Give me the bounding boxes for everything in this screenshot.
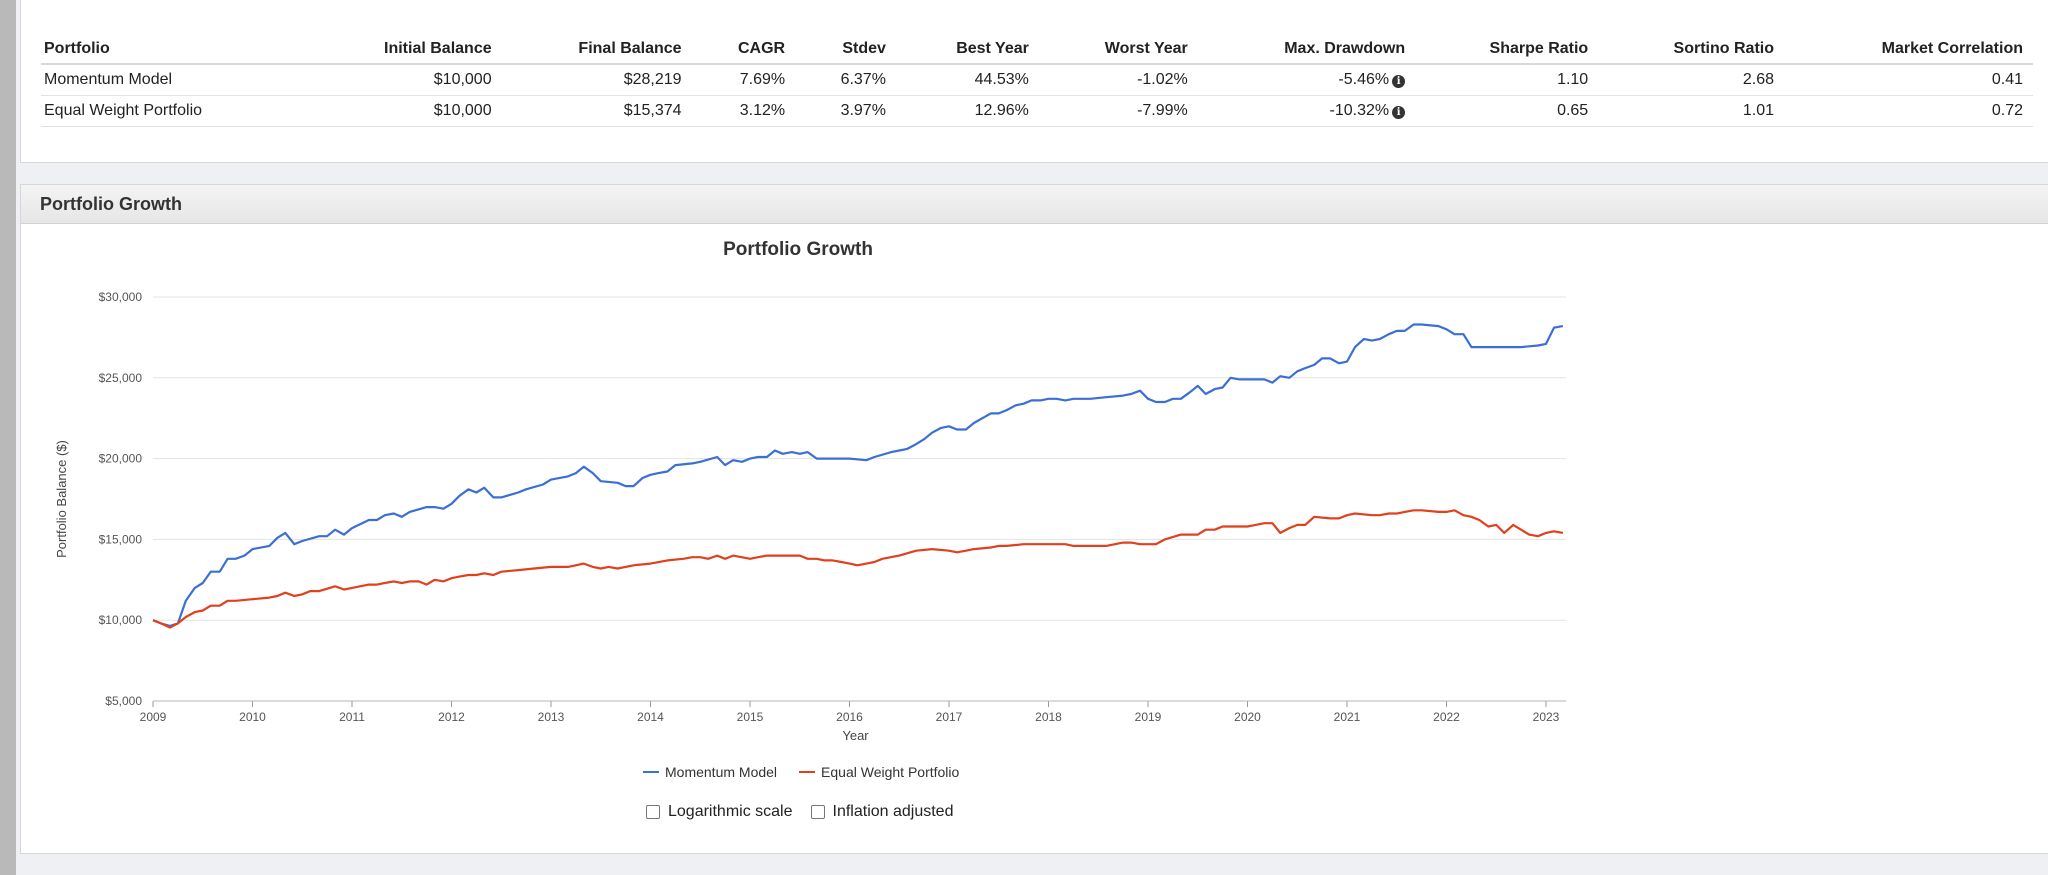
panel-header-title: Portfolio Growth (21, 185, 2048, 224)
x-axis-label: Year (842, 728, 869, 743)
col-header-max-drawdown[interactable]: Max. Drawdown (1197, 34, 1416, 65)
x-tick-label: 2009 (140, 710, 167, 724)
performance-summary-panel: Portfolio Initial Balance Final Balance … (20, 0, 2048, 163)
cell-best-year: 44.53% (895, 64, 1039, 96)
col-header-cagr[interactable]: CAGR (691, 34, 796, 65)
cell-worst-year: -7.99% (1038, 95, 1198, 127)
col-header-initial-balance[interactable]: Initial Balance (304, 34, 502, 65)
cell-stdev: 6.37% (795, 64, 896, 96)
x-tick-label: 2015 (737, 710, 764, 724)
x-tick-label: 2016 (836, 710, 863, 724)
cell-stdev: 3.97% (795, 95, 896, 127)
x-tick-label: 2023 (1533, 710, 1560, 724)
cell-portfolio-name: Equal Weight Portfolio (41, 95, 305, 127)
left-gutter (0, 0, 16, 875)
chart-options: Logarithmic scale Inflation adjusted (646, 803, 953, 821)
table-row: Equal Weight Portfolio $10,000 $15,374 3… (41, 95, 2033, 127)
cell-max-drawdown: -5.46% i (1197, 64, 1416, 96)
cell-market-correlation: 0.72 (1783, 95, 2033, 127)
col-header-sortino-ratio[interactable]: Sortino Ratio (1598, 34, 1784, 65)
col-header-final-balance[interactable]: Final Balance (501, 34, 692, 65)
cell-cagr: 3.12% (691, 95, 796, 127)
x-tick-label: 2020 (1234, 710, 1261, 724)
cell-final-balance: $15,374 (501, 95, 692, 127)
cell-cagr: 7.69% (691, 64, 796, 96)
logarithmic-scale-checkbox[interactable] (646, 805, 660, 819)
logarithmic-scale-label: Logarithmic scale (668, 803, 793, 820)
series-line-equal-weight (152, 509, 1564, 629)
inflation-adjusted-label: Inflation adjusted (832, 803, 954, 820)
y-tick-label: $30,000 (99, 290, 143, 304)
max-drawdown-value: -5.46% (1338, 71, 1390, 88)
inflation-adjusted-option[interactable]: Inflation adjusted (810, 803, 954, 821)
y-axis-label: Portfolio Balance ($) (54, 440, 69, 558)
legend-label-momentum: Momentum Model (665, 764, 778, 780)
legend-swatch-equal-weight (799, 771, 816, 773)
x-tick-label: 2014 (637, 710, 664, 724)
cell-portfolio-name: Momentum Model (41, 64, 305, 96)
cell-initial-balance: $10,000 (304, 95, 502, 127)
cell-market-correlation: 0.41 (1783, 64, 2033, 96)
performance-summary-table: Portfolio Initial Balance Final Balance … (41, 34, 2033, 127)
cell-sharpe-ratio: 0.65 (1415, 95, 1599, 127)
y-tick-label: $20,000 (99, 452, 143, 466)
logarithmic-scale-option[interactable]: Logarithmic scale (646, 803, 793, 821)
cell-initial-balance: $10,000 (304, 64, 502, 96)
cell-sortino-ratio: 1.01 (1598, 95, 1784, 127)
x-tick-label: 2021 (1334, 710, 1361, 724)
inflation-adjusted-checkbox[interactable] (810, 805, 825, 819)
x-tick-label: 2022 (1433, 710, 1460, 724)
legend-label-equal-weight: Equal Weight Portfolio (821, 764, 960, 780)
cell-sharpe-ratio: 1.10 (1415, 64, 1599, 96)
y-tick-label: $15,000 (99, 532, 143, 546)
y-tick-label: $10,000 (99, 613, 143, 627)
legend-item-equal-weight[interactable]: Equal Weight Portfolio (799, 764, 959, 780)
x-tick-label: 2012 (438, 710, 465, 724)
legend-item-momentum[interactable]: Momentum Model (643, 764, 777, 780)
table-row: Momentum Model $10,000 $28,219 7.69% 6.3… (41, 64, 2033, 96)
cell-best-year: 12.96% (895, 95, 1039, 127)
portfolio-growth-panel: Portfolio Growth Portfolio Growth $5,000 $… (20, 184, 2048, 854)
col-header-worst-year[interactable]: Worst Year (1038, 34, 1198, 65)
x-tick-label: 2018 (1035, 710, 1062, 724)
col-header-market-correlation[interactable]: Market Correlation (1783, 34, 2033, 65)
cell-max-drawdown: -10.32% i (1197, 95, 1416, 127)
table-header-row: Portfolio Initial Balance Final Balance … (41, 34, 2033, 65)
x-tick-label: 2013 (538, 710, 565, 724)
cell-worst-year: -1.02% (1038, 64, 1198, 96)
info-icon[interactable]: i (1392, 75, 1406, 88)
max-drawdown-value: -10.32% (1329, 102, 1390, 119)
cell-final-balance: $28,219 (501, 64, 692, 96)
x-tick-label: 2019 (1135, 710, 1162, 724)
col-header-portfolio[interactable]: Portfolio (41, 34, 305, 65)
chart-title: Portfolio Growth (723, 239, 873, 260)
x-tick-label: 2011 (339, 710, 365, 724)
x-tick-label: 2017 (936, 710, 963, 724)
cell-sortino-ratio: 2.68 (1598, 64, 1784, 96)
col-header-sharpe-ratio[interactable]: Sharpe Ratio (1415, 34, 1599, 65)
col-header-best-year[interactable]: Best Year (895, 34, 1039, 65)
y-tick-label: $5,000 (105, 694, 142, 708)
info-icon[interactable]: i (1392, 106, 1406, 119)
legend-swatch-momentum (643, 771, 659, 773)
x-tick-label: 2010 (239, 710, 266, 724)
y-tick-label: $25,000 (99, 371, 143, 385)
series-line-momentum (152, 323, 1564, 627)
col-header-stdev[interactable]: Stdev (795, 34, 896, 65)
portfolio-growth-chart: Portfolio Growth $5,000 $10,000 $15,000 $20,… (54, 239, 1566, 743)
chart-legend: Momentum Model Equal Weight Portfolio (643, 764, 959, 780)
